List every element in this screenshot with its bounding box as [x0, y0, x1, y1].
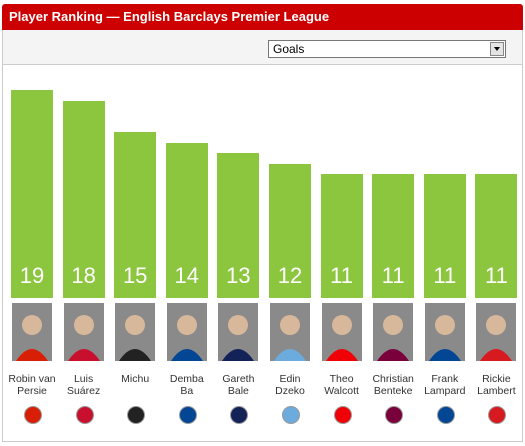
bar: [269, 163, 311, 298]
player-photo: [63, 303, 104, 361]
player-photo: [270, 303, 310, 361]
player-name: Frank Lampard: [424, 373, 466, 397]
club-badge: [488, 406, 507, 424]
value-label: 11: [381, 263, 405, 288]
bar: [217, 153, 260, 298]
value-label: 11: [433, 263, 457, 288]
value-label: 13: [226, 263, 251, 288]
club-badge: [75, 406, 94, 424]
chart-panel: [2, 64, 523, 442]
player-name: Edin Dzeko: [275, 373, 305, 397]
player-name: Rickie Lambert: [477, 373, 516, 397]
club-badge: [282, 406, 300, 424]
value-label: 15: [122, 263, 148, 288]
value-label: 18: [71, 263, 96, 288]
dropdown-arrow[interactable]: [490, 42, 504, 56]
dropdown-value: Goals: [273, 42, 305, 56]
player-name: Luis Suárez: [66, 373, 101, 397]
player-photo: [166, 303, 207, 361]
dropdown[interactable]: Goals: [268, 40, 506, 58]
bar: [475, 174, 518, 298]
player-name: Robin van Persie: [8, 373, 56, 397]
player-photo: [373, 303, 414, 361]
bar: [423, 174, 466, 298]
player-photo: [115, 303, 156, 361]
bar: [11, 90, 53, 298]
club-badge: [178, 406, 197, 424]
value-label: 14: [174, 263, 200, 288]
player-name: Gareth Bale: [222, 373, 255, 397]
title: Player Ranking — English Barclays Premie…: [9, 9, 330, 24]
player-name: Christian Benteke: [372, 373, 414, 397]
bar: [320, 174, 363, 298]
bar: [114, 132, 157, 298]
player-name: Demba Ba: [169, 373, 204, 397]
club-badge: [436, 406, 455, 424]
header: Player Ranking — English Barclays Premie…: [2, 4, 523, 30]
player-photo: [321, 303, 362, 361]
bar: [62, 100, 105, 298]
bar: [165, 142, 208, 298]
player-name: Michu: [121, 373, 150, 385]
club-badge: [385, 406, 404, 424]
value-label: 11: [484, 263, 508, 288]
player-name: Theo Walcott: [324, 373, 359, 397]
player-photo: [476, 303, 517, 361]
value-label: 19: [19, 263, 45, 288]
player-photo: [218, 303, 259, 361]
value-label: 12: [277, 263, 303, 288]
player-photo: [12, 303, 52, 361]
club-badge: [333, 406, 352, 424]
club-badge: [127, 406, 146, 424]
bar: [372, 174, 415, 298]
value-label: 11: [330, 263, 354, 288]
club-badge: [230, 406, 249, 424]
club-badge: [24, 406, 42, 424]
player-photo: [424, 303, 465, 361]
